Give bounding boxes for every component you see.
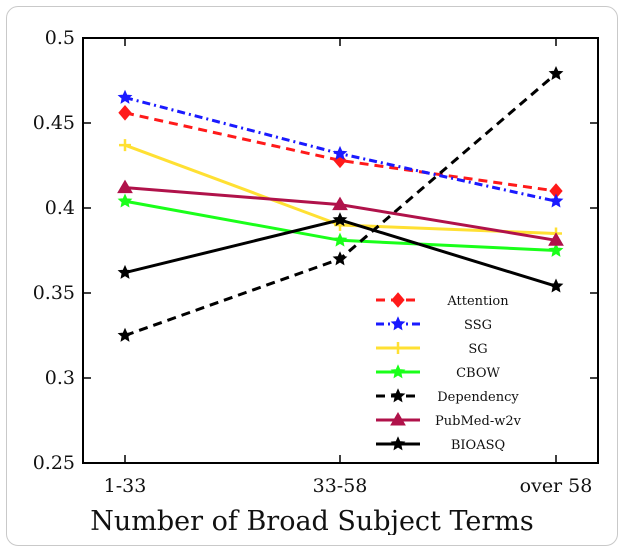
legend-item: Attention [376,292,509,309]
legend-label: Attention [446,294,509,309]
legend-marker [390,436,406,451]
legend-marker [390,364,406,379]
x-tick-label: 1-33 [104,475,147,497]
data-point [332,232,348,247]
legend-item: PubMed-w2v [376,412,522,429]
data-point [548,65,564,81]
data-point [332,251,348,266]
data-point [548,278,564,293]
legend-item: SG [376,342,488,357]
legend-label: SSG [464,318,492,333]
legend-label: CBOW [456,366,500,381]
plot-area [82,37,599,464]
legend-item: SSG [376,316,492,333]
y-tick-label: 0.5 [45,27,75,49]
y-tick-label: 0.25 [33,452,75,474]
data-point [332,196,348,211]
legend-item: BIOASQ [376,436,505,453]
x-axis-label: Number of Broad Subject Terms [90,506,534,535]
legend-label: BIOASQ [451,438,505,453]
legend-marker [390,412,406,426]
data-point [117,89,133,104]
legend-marker [390,388,406,403]
data-point [548,242,564,257]
data-point [117,264,133,279]
data-point [117,193,133,208]
data-point [548,232,564,246]
legend-marker [392,342,404,354]
data-point [332,145,348,160]
y-tick-label: 0.45 [33,112,75,134]
legend-label: SG [468,342,487,357]
legend-item: CBOW [376,364,501,381]
legend-label: Dependency [437,390,519,405]
series-line [124,111,557,193]
data-point [332,212,348,227]
x-tick-label: over 58 [520,475,593,497]
y-tick-label: 0.35 [33,282,75,304]
data-point [117,327,133,342]
y-tick-label: 0.3 [45,367,75,389]
data-point [119,139,131,152]
x-tick-label: 33-58 [313,475,368,497]
series-dependency [117,65,564,342]
series-ssg [117,89,564,208]
legend: Attention SSG SG CBOW Dependency PubMed-w2v BI… [376,292,522,453]
data-point [548,193,564,208]
legend-label: PubMed-w2v [435,414,522,429]
y-tick-label: 0.4 [45,197,75,219]
legend-marker [390,316,406,331]
series-bioasq [117,212,564,293]
legend-item: Dependency [376,388,519,405]
series-cbow [117,193,564,257]
line-chart: 0.25 0.3 0.35 0.4 0.45 0.5 1-33 33-58 over 58 At… [33,27,599,535]
data-point [117,179,133,194]
data-point [118,105,132,121]
legend-marker [391,292,405,308]
series-pubmed-w2v [117,179,564,246]
